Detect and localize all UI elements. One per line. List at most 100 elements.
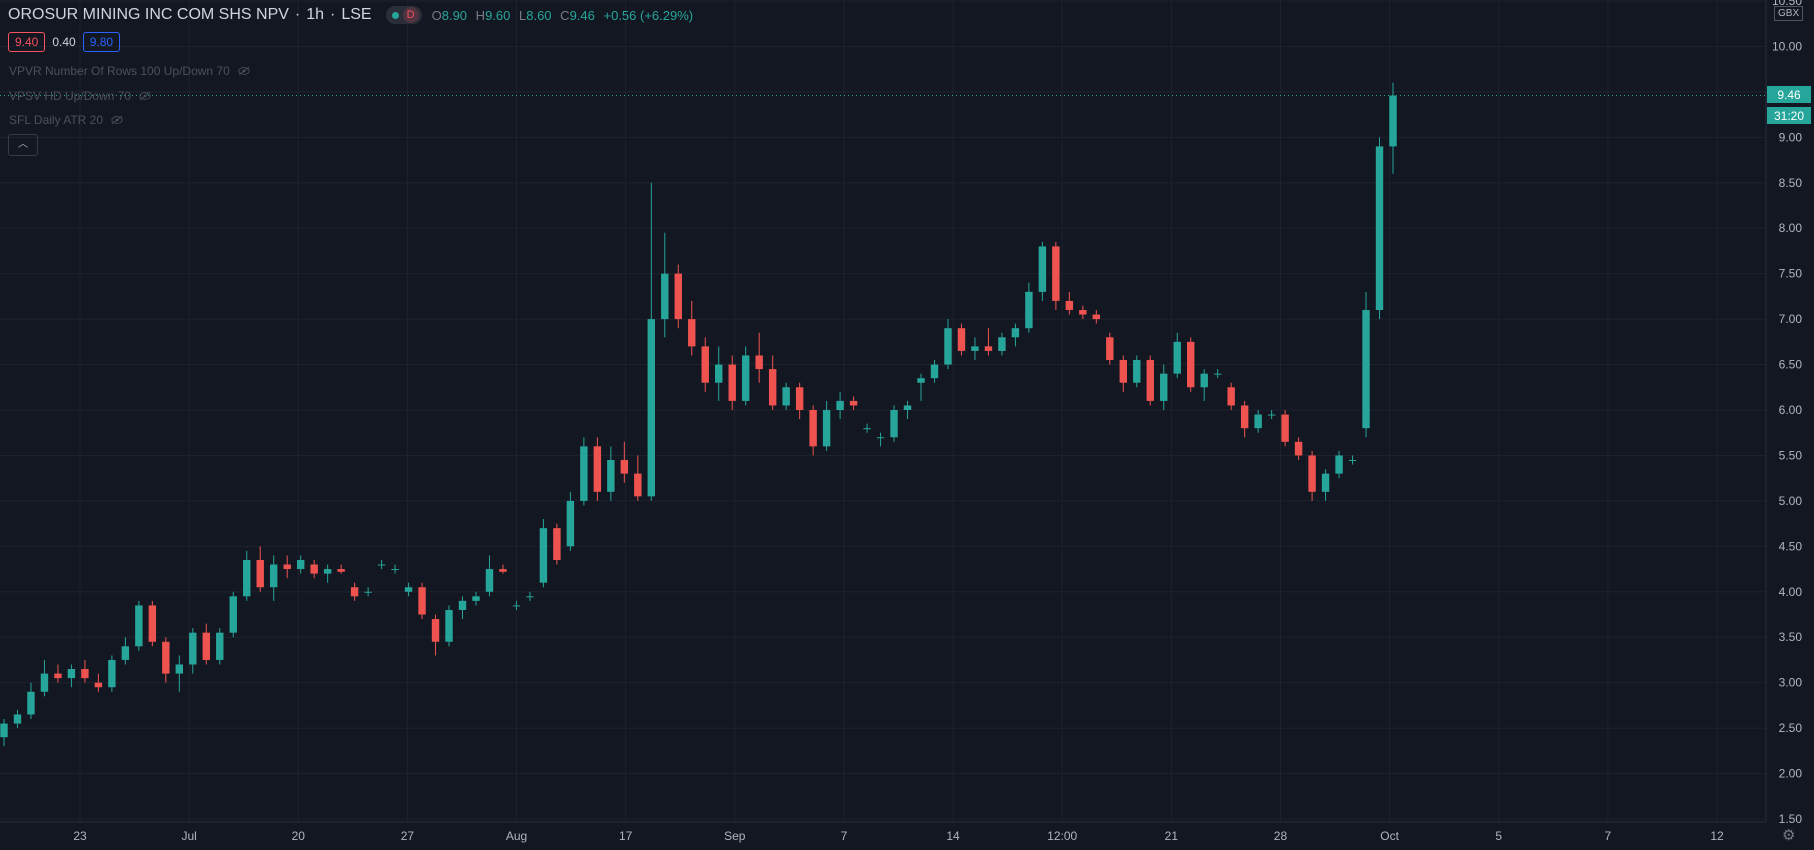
candle [607, 446, 615, 501]
collapse-indicators-button[interactable]: ︿ [8, 134, 38, 156]
candle-body [377, 564, 386, 566]
candle-body [1187, 341, 1195, 388]
price-tick-label: 10.50 [1772, 0, 1802, 8]
candle [1052, 241, 1060, 311]
candle [1119, 355, 1127, 392]
candle [364, 587, 372, 597]
candle-body [526, 596, 534, 598]
time-axis[interactable]: 23 Jul 20 27 Aug 17 Sep 7 14 12:00 21 28 Oct 5 7 12 [73, 829, 1724, 843]
candle-body [580, 446, 588, 501]
price-tick-label: 2.00 [1779, 767, 1803, 781]
delayed-badge[interactable]: D [402, 7, 419, 23]
candle-body [1119, 360, 1127, 383]
candle-body [553, 528, 561, 560]
candle [162, 637, 170, 683]
candle-body [1267, 414, 1276, 416]
currency-unit[interactable]: GBX [1774, 6, 1804, 21]
symbol-title[interactable]: OROSUR MINING INC COM SHS NPV [8, 6, 289, 23]
price-tick-label: 8.50 [1779, 176, 1803, 190]
ask-price[interactable]: 9.80 [82, 32, 121, 52]
candle [1065, 291, 1074, 315]
candle [1106, 332, 1114, 365]
candle [566, 491, 575, 551]
candle-body [917, 378, 925, 383]
market-status[interactable]: D [385, 6, 422, 24]
time-tick-label: 12 [1710, 829, 1724, 843]
candle-body [81, 669, 89, 679]
candle [175, 655, 184, 692]
candle-body [499, 569, 507, 572]
candle-body [1106, 337, 1114, 361]
price-tick-label: 3.00 [1779, 676, 1803, 690]
candle-body [67, 669, 76, 679]
candle-body [876, 437, 885, 439]
candle [1079, 305, 1087, 320]
time-tick-label: 14 [946, 829, 960, 843]
bid-ask-quote: 9.40 0.40 9.80 [8, 32, 121, 52]
candle-body [1240, 405, 1249, 429]
candle-body [1254, 414, 1262, 429]
price-tick-label: 4.00 [1779, 585, 1803, 599]
candle-body [1362, 310, 1370, 429]
chevron-up-icon: ︿ [18, 139, 28, 150]
candle-body [189, 632, 197, 665]
candle [189, 628, 197, 674]
symbol-legend[interactable]: OROSUR MINING INC COM SHS NPV · 1h · LSE… [8, 6, 698, 24]
high-value: 9.60 [485, 7, 511, 23]
candle-body [795, 387, 804, 410]
time-tick-label: 20 [292, 829, 306, 843]
candle [121, 637, 130, 665]
candle [593, 437, 602, 501]
candle-body [1079, 310, 1087, 315]
candle-body [849, 400, 858, 406]
candle-body [216, 632, 224, 660]
candle-body [1308, 455, 1316, 492]
interval-label[interactable]: 1h [306, 6, 325, 23]
indicator-vpvr[interactable]: VPVR Number Of Rows 100 Up/Down 70 [9, 64, 250, 78]
indicator-atr[interactable]: SFL Daily ATR 20 [9, 113, 123, 127]
eye-hidden-icon[interactable] [238, 66, 250, 76]
candle-body [445, 609, 453, 642]
countdown-tag [1767, 107, 1811, 124]
candle [903, 400, 912, 420]
candle [94, 673, 103, 692]
time-tick-label: 23 [73, 829, 87, 843]
candle-body [108, 659, 116, 688]
candle-body [661, 273, 669, 320]
candle [377, 559, 386, 570]
candle [350, 582, 359, 601]
candle [1173, 332, 1181, 379]
indicator-vpsv[interactable]: VPSV HD Up/Down 70 [9, 89, 151, 103]
candle [674, 264, 682, 329]
candle-body [1294, 441, 1303, 456]
time-tick-label: 7 [1605, 829, 1612, 843]
candle [431, 614, 440, 656]
price-axis-bg [1766, 0, 1814, 822]
candle-body [930, 364, 939, 379]
last-price-label: 9.46 [1777, 88, 1801, 102]
candle [0, 719, 8, 747]
candle [270, 555, 278, 601]
candle-body [270, 564, 278, 588]
candle [296, 555, 305, 574]
candle [634, 455, 642, 501]
time-tick-label: Oct [1380, 829, 1399, 843]
eye-hidden-icon[interactable] [139, 91, 151, 101]
candle-body [1173, 341, 1181, 374]
eye-hidden-icon[interactable] [111, 115, 123, 125]
candle-body [431, 619, 440, 642]
candle-body [593, 446, 602, 492]
candle-body [809, 410, 817, 447]
candle-body [539, 528, 548, 583]
price-tick-label: 10.00 [1772, 39, 1802, 53]
candle [1389, 82, 1397, 174]
bid-price[interactable]: 9.40 [8, 32, 46, 52]
gear-icon[interactable]: ⚙ [1782, 827, 1796, 844]
candle [391, 564, 399, 574]
candle-body [310, 564, 318, 574]
candle [809, 405, 817, 456]
price-axis[interactable]: 1.50 2.00 2.50 3.00 3.50 4.00 4.50 5.00 5.50 6.00… [1772, 0, 1802, 826]
time-tick-label: Aug [506, 829, 527, 843]
candle-body [890, 410, 898, 438]
